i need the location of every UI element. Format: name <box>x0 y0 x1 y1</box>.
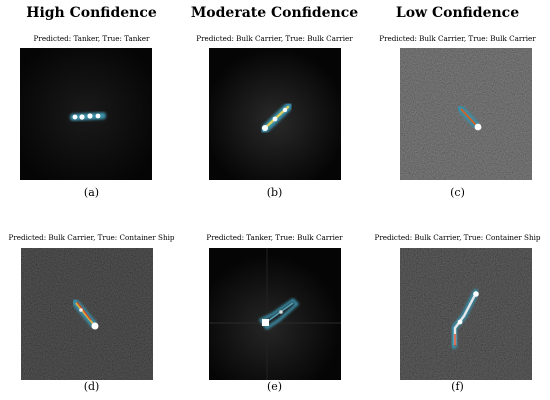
column-title-high: High Confidence <box>26 5 157 21</box>
column-title-moderate: Moderate Confidence <box>190 5 359 21</box>
panel-label: (e) <box>266 380 283 393</box>
panel-label: (a) <box>83 186 100 199</box>
panel-caption: Predicted: Tanker, True: Bulk Carrier <box>206 233 343 242</box>
column-title-low: Low Confidence <box>395 5 520 21</box>
sar-ship-image <box>20 48 152 180</box>
panel-caption: Predicted: Bulk Carrier, True: Bulk Carr… <box>196 34 353 43</box>
sar-ship-image <box>209 248 341 380</box>
sar-ship-image <box>400 48 532 180</box>
panel-label: (c) <box>450 186 465 199</box>
panel-caption: Predicted: Bulk Carrier, True: Container… <box>374 233 541 242</box>
panel-label: (f) <box>451 380 464 393</box>
panel-label: (b) <box>266 186 283 199</box>
sar-ship-image <box>209 48 341 180</box>
sar-ship-image <box>21 248 153 380</box>
panel-caption: Predicted: Bulk Carrier, True: Container… <box>8 233 175 242</box>
panel-label: (d) <box>83 380 100 393</box>
sar-ship-image <box>400 248 532 380</box>
panel-caption: Predicted: Tanker, True: Tanker <box>33 34 150 43</box>
panel-caption: Predicted: Bulk Carrier, True: Bulk Carr… <box>379 34 536 43</box>
